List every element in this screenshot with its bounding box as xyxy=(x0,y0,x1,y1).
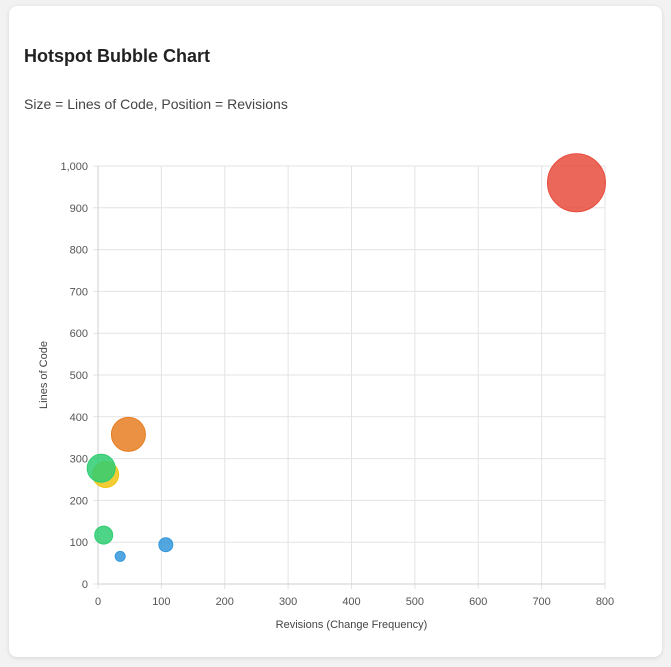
y-tick-label: 0 xyxy=(82,579,88,591)
y-tick-label: 100 xyxy=(70,537,88,549)
y-tick-label: 500 xyxy=(70,370,88,382)
chart-card xyxy=(9,6,662,657)
x-tick-label: 200 xyxy=(216,596,234,608)
y-tick-label: 900 xyxy=(70,203,88,215)
x-tick-label: 400 xyxy=(342,596,360,608)
bubble-point xyxy=(158,537,174,553)
y-tick-label: 400 xyxy=(70,412,88,424)
y-tick-label: 300 xyxy=(70,454,88,466)
x-tick-label: 700 xyxy=(532,596,550,608)
x-tick-label: 100 xyxy=(152,596,170,608)
bubble-point xyxy=(94,525,114,545)
y-tick-label: 600 xyxy=(70,328,88,340)
y-axis-title: Lines of Code xyxy=(38,341,50,409)
axes: 0 100 200 300 400 500 600 700 800 0 100 200 300 400 50… xyxy=(60,161,614,608)
x-tick-label: 300 xyxy=(279,596,297,608)
bubble-point xyxy=(114,550,126,562)
x-tick-label: 800 xyxy=(596,596,614,608)
chart-title: Hotspot Bubble Chart xyxy=(24,46,210,66)
bubble-point xyxy=(110,416,146,452)
y-tick-label: 200 xyxy=(70,495,88,507)
x-tick-label: 600 xyxy=(469,596,487,608)
x-axis-title: Revisions (Change Frequency) xyxy=(276,619,428,631)
x-tick-label: 500 xyxy=(406,596,424,608)
chart-subtitle: Size = Lines of Code, Position = Revisio… xyxy=(24,96,288,112)
y-tick-label: 800 xyxy=(70,245,88,257)
bubble-point xyxy=(546,153,606,213)
bubble-point xyxy=(86,453,116,483)
grid-lines xyxy=(93,165,606,589)
y-tick-label: 1,000 xyxy=(60,161,88,173)
y-tick-label: 700 xyxy=(70,286,88,298)
bubbles xyxy=(86,153,606,562)
x-tick-label: 0 xyxy=(95,596,101,608)
